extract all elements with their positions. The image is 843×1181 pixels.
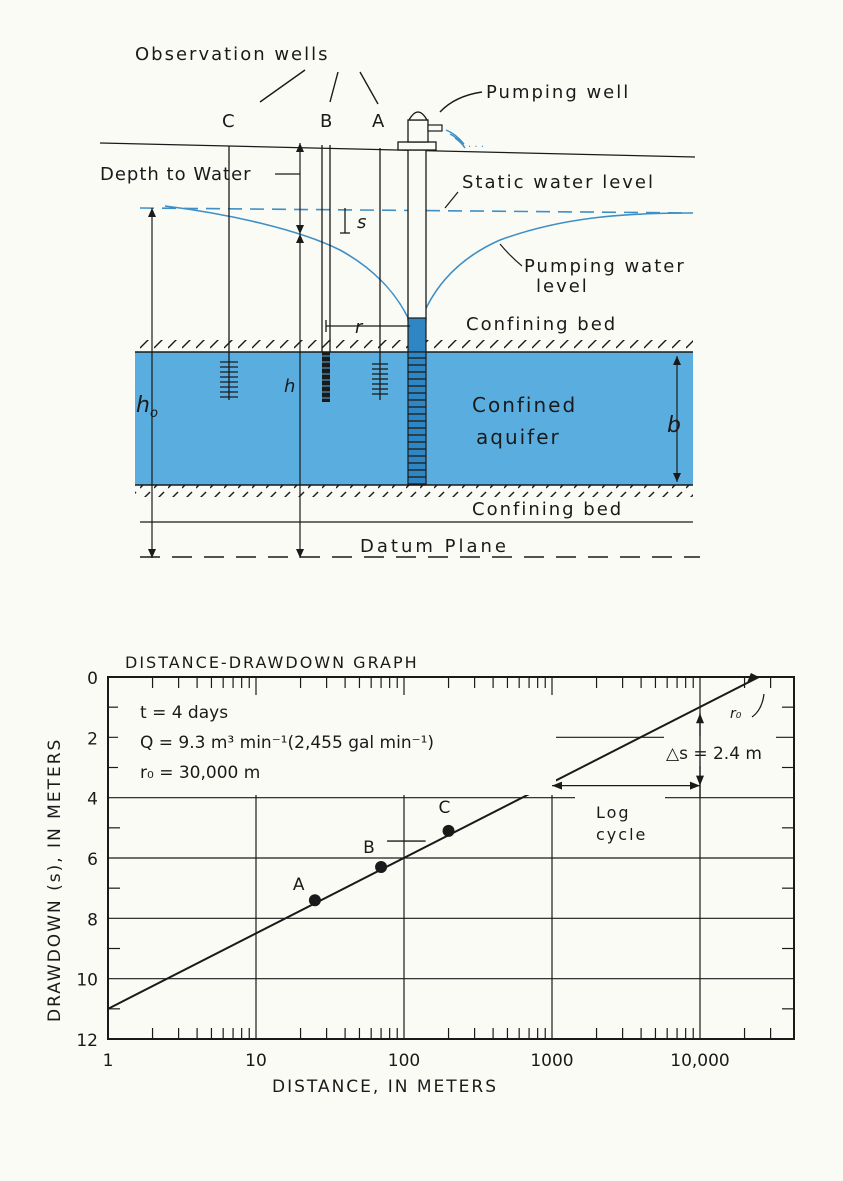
drawdown-fit-line: [107, 676, 760, 1010]
y-tick-label: 6: [87, 850, 98, 870]
svg-text:· · ·: · · ·: [468, 142, 484, 153]
s-label: s: [357, 212, 368, 233]
time-annotation: t = 4 days: [140, 703, 228, 723]
h-label: h: [284, 376, 295, 397]
y-axis-label: DRAWDOWN (s), IN METERS: [45, 738, 65, 1022]
pumping-water-level-curve: [164, 205, 691, 323]
confining-bed-hatch-bottom: [135, 485, 693, 497]
datum-plane-label: Datum Plane: [360, 536, 509, 557]
log-cycle-label-2: cycle: [596, 825, 647, 844]
pumping-well-casing: [407, 149, 427, 321]
pumping-well-water: [407, 317, 427, 353]
log-cycle-arrow: [552, 713, 704, 798]
x-tick-label: 1000: [530, 1051, 573, 1071]
pumping-water-level-label-2: level: [536, 276, 589, 297]
x-axis-label: DISTANCE, IN METERS: [272, 1077, 498, 1097]
observation-well-a: [372, 148, 388, 400]
x-tick-label: 10: [245, 1051, 267, 1071]
x-tick-label: 1: [103, 1051, 114, 1071]
r0-annotation: r₀ = 30,000 m: [140, 763, 260, 783]
pumping-water-level-label-1: Pumping water: [524, 256, 686, 277]
h0-label: ho: [136, 393, 158, 421]
delta-s-annotation: △s = 2.4 m: [666, 744, 762, 764]
observation-well-b: [320, 145, 332, 402]
confining-bed-top-label: Confining bed: [466, 314, 617, 335]
point-b: [375, 861, 388, 874]
point-c: [442, 824, 455, 837]
y-tick-label: 12: [76, 1031, 98, 1051]
r-label: r: [355, 317, 364, 338]
well-c-label: C: [222, 111, 237, 132]
pumping-well-screen: [407, 351, 427, 486]
discharge-annotation: Q = 9.3 m³ min⁻¹(2,455 gal min⁻¹): [140, 733, 434, 753]
point-label-a: A: [293, 875, 305, 895]
well-a-label: A: [372, 111, 386, 132]
static-water-level-label: Static water level: [462, 172, 655, 193]
y-tick-label: 2: [87, 729, 98, 749]
log-cycle-label-1: Log: [596, 803, 631, 822]
pump-icon: · · ·: [397, 111, 484, 153]
y-tick-label: 4: [87, 790, 98, 810]
b-label: b: [667, 413, 681, 438]
fit-line-arrowhead: [746, 673, 759, 683]
r0-point-label: r₀: [730, 706, 742, 722]
confined-aquifer-label-2: aquifer: [476, 425, 561, 449]
confined-aquifer-label-1: Confined: [472, 393, 577, 417]
chart-title: DISTANCE-DRAWDOWN GRAPH: [125, 653, 419, 672]
point-a: [308, 894, 321, 907]
observation-wells-label: Observation wells: [135, 44, 330, 65]
plot-frame: [107, 676, 795, 1040]
point-label-c: C: [439, 798, 451, 818]
observation-well-c: [220, 146, 238, 400]
x-tick-label: 100: [388, 1051, 420, 1071]
aquifer-diagram: · · · Observation wells: [99, 44, 700, 558]
point-label-b: B: [363, 838, 375, 858]
x-tick-label: 10,000: [670, 1051, 729, 1071]
y-tick-label: 8: [87, 910, 98, 930]
depth-to-water-label: Depth to Water: [100, 164, 252, 185]
y-tick-label: 0: [87, 669, 98, 689]
y-tick-label: 10: [76, 971, 98, 991]
well-b-label: B: [320, 111, 334, 132]
pumping-well-label: Pumping well: [486, 82, 630, 103]
distance-drawdown-chart: 0 2 4 6 8 10 12 1 10 100 1000 10,000 A B C DISTANCE-…: [45, 653, 795, 1097]
confining-bed-bottom-label: Confining bed: [472, 499, 623, 520]
